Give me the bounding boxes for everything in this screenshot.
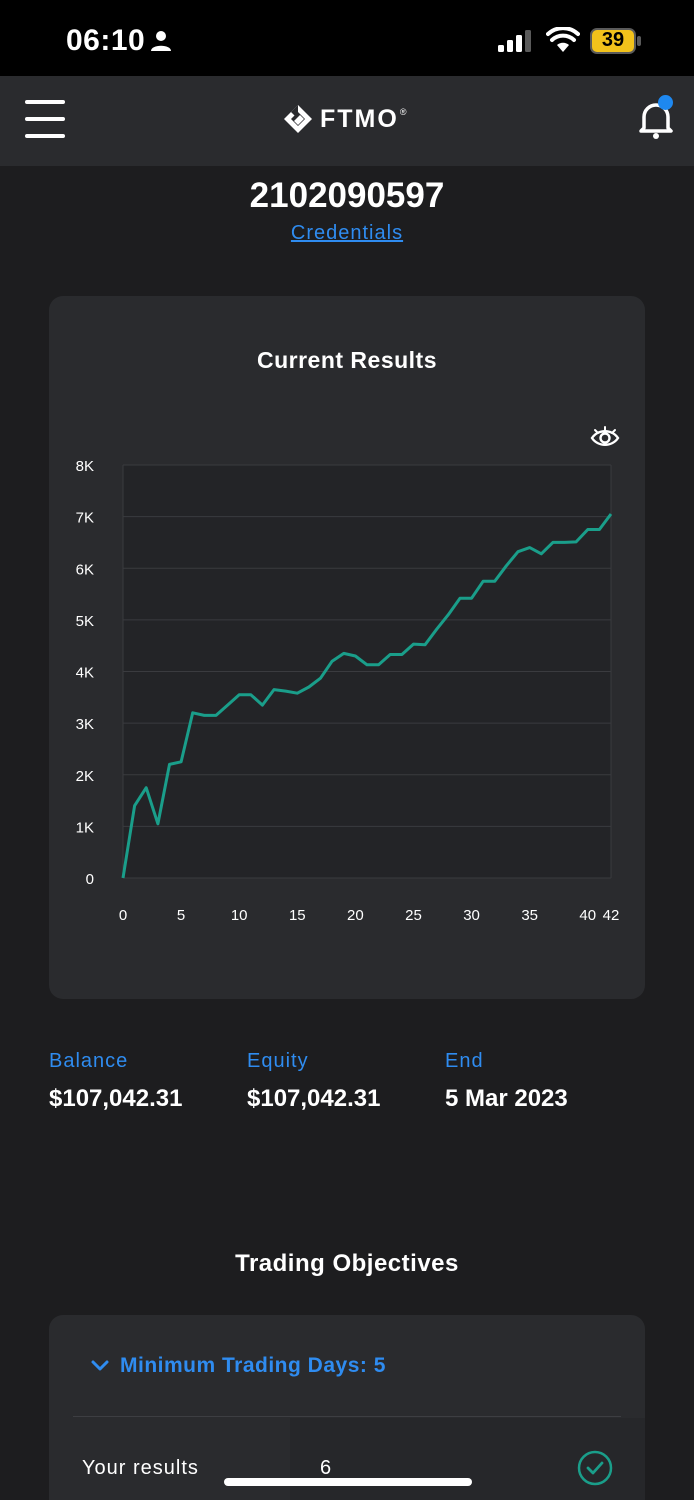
x-tick-label: 5 (177, 907, 185, 924)
battery-level: 39 (601, 29, 625, 51)
stat-label: End (445, 1050, 484, 1072)
account-number: 2102090597 (249, 176, 445, 215)
y-tick-label: 4K (76, 665, 94, 682)
y-tick-label: 8K (76, 458, 94, 475)
objective-toggle[interactable]: Minimum Trading Days: 5 (90, 1354, 386, 1378)
y-tick-label: 5K (76, 613, 94, 630)
app-header (0, 76, 694, 166)
check-circle-icon (577, 1450, 613, 1486)
y-tick-label: 0 (86, 871, 94, 888)
home-indicator (224, 1478, 472, 1486)
y-tick-label: 3K (76, 716, 94, 733)
x-tick-label: 15 (289, 907, 306, 924)
x-tick-label: 40 (579, 907, 596, 924)
stat-label: Balance (49, 1050, 129, 1072)
objective-row-value: 6 (320, 1457, 332, 1479)
visibility-eye-icon[interactable] (590, 426, 620, 450)
results-title: Current Results (256, 347, 438, 373)
ftmo-logo-icon (284, 105, 312, 133)
x-tick-label: 42 (603, 907, 620, 924)
x-tick-label: 10 (231, 907, 248, 924)
stat-value: $107,042.31 (49, 1085, 183, 1112)
x-tick-label: 30 (463, 907, 480, 924)
x-tick-label: 20 (347, 907, 364, 924)
status-time: 06:10 (66, 24, 146, 57)
credentials-link[interactable]: Credentials (290, 222, 404, 244)
y-tick-label: 1K (76, 819, 94, 836)
signal-icon (498, 30, 531, 52)
results-line-chart: 0 1K 2K 3K 4K 5K 6K 7K 8K 0 5 10 15 20 25 30 35 40 42 (76, 458, 620, 924)
stat-equity: Equity $107,042.31 (247, 1050, 380, 1113)
person-icon (151, 31, 171, 51)
notification-badge (658, 95, 673, 110)
x-tick-label: 25 (405, 907, 422, 924)
y-tick-label: 2K (76, 768, 94, 785)
ftmo-logo[interactable]: FTMO ® (282, 102, 406, 136)
objective-heading: Minimum Trading Days: 5 (120, 1354, 386, 1377)
stat-balance: Balance $107,042.31 (49, 1050, 182, 1113)
results-series-line (121, 513, 613, 879)
y-tick-label: 6K (76, 561, 94, 578)
divider (73, 1416, 621, 1417)
stat-value: $107,042.31 (247, 1085, 381, 1112)
logo-text: FTMO (320, 104, 399, 133)
stat-value: 5 Mar 2023 (445, 1085, 568, 1112)
menu-button[interactable] (25, 100, 65, 138)
logo-registered: ® (399, 107, 407, 117)
objective-row-cell (290, 1418, 645, 1500)
objective-row-label: Your results (82, 1457, 199, 1479)
y-tick-label: 7K (76, 510, 94, 527)
trading-objectives-title: Trading Objectives (235, 1250, 459, 1277)
battery-icon: 39 (590, 28, 642, 54)
stat-end: End 5 Mar 2023 (445, 1050, 568, 1113)
wifi-icon (546, 27, 580, 52)
x-tick-label: 35 (521, 907, 538, 924)
chevron-down-icon (91, 1360, 109, 1371)
x-tick-label: 0 (119, 907, 127, 924)
stat-label: Equity (247, 1050, 309, 1072)
status-bar: 06:10 39 (0, 0, 694, 76)
